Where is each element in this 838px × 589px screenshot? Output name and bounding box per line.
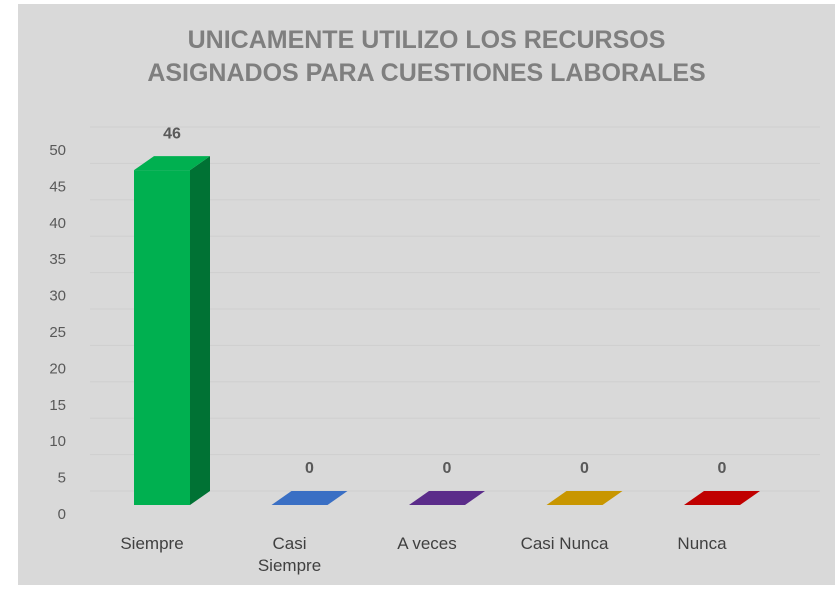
y-tick-label: 15 (49, 397, 66, 414)
y-tick-label: 45 (49, 178, 66, 195)
y-tick-label: 25 (49, 324, 66, 341)
y-tick-label: 5 (58, 470, 66, 487)
y-tick-label: 40 (49, 215, 66, 232)
bar-top (134, 156, 210, 171)
value-label: 0 (443, 460, 452, 477)
y-tick-label: 20 (49, 360, 66, 377)
chart-title: UNICAMENTE UTILIZO LOS RECURSOS ASIGNADO… (18, 24, 835, 90)
value-label: 0 (718, 460, 727, 477)
y-tick-label: 10 (49, 433, 66, 450)
value-label: 46 (163, 125, 181, 142)
x-tick-label: Casi Siempre (257, 534, 322, 575)
x-tick-label: Siempre (120, 534, 184, 553)
x-tick-label: A veces (397, 534, 457, 553)
value-label: 0 (580, 460, 589, 477)
y-tick-label: 35 (49, 251, 66, 268)
bar-top (271, 491, 348, 505)
bar (134, 170, 190, 505)
bar-top (409, 491, 485, 505)
bar-side (190, 156, 210, 505)
y-tick-label: 50 (49, 142, 66, 159)
value-label: 0 (305, 460, 314, 477)
y-tick-label: 30 (49, 288, 66, 305)
y-tick-label: 0 (58, 506, 66, 523)
bar-top (546, 491, 623, 505)
x-tick-label: Casi Nunca (520, 534, 609, 553)
x-tick-label: Nunca (677, 534, 727, 553)
chart-title-text: UNICAMENTE UTILIZO LOS RECURSOS ASIGNADO… (147, 26, 706, 87)
bar-top (684, 491, 760, 505)
